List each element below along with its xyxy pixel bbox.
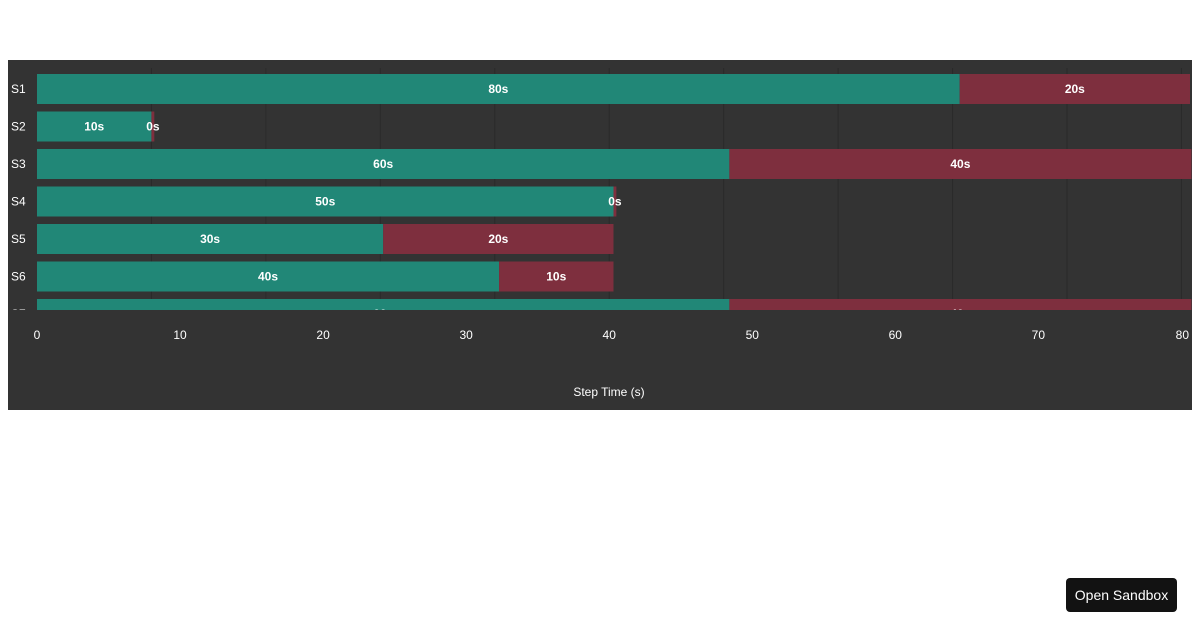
x-tick-label: 50 [746, 328, 760, 342]
step-time-chart: 80s 20s S1 10s 0s S2 60s 40s S3 50s 0s S4 30s 20s S5 40… [11, 68, 1192, 399]
bar-s1-segment-1 [37, 74, 960, 104]
bar-s3-segment-1 [37, 149, 730, 179]
bar-label-s3-segment-2: 40s [950, 157, 970, 171]
category-label-s2: S2 [11, 120, 26, 134]
bar-s7-segment-2 [729, 299, 1192, 310]
x-tick-label: 60 [889, 328, 903, 342]
x-tick-label: 40 [603, 328, 617, 342]
x-axis-title: Step Time (s) [573, 385, 644, 399]
bar-label-s3-segment-1: 60s [373, 157, 393, 171]
plot-area: 80s 20s S1 10s 0s S2 60s 40s S3 50s 0s S4 30s 20s S5 40… [11, 74, 1192, 321]
bar-label-s4-segment-1: 50s [315, 195, 335, 209]
x-tick-label: 70 [1032, 328, 1046, 342]
bar-s2-segment-2 [151, 111, 155, 142]
bar-s1-segment-2 [959, 74, 1190, 104]
bar-s4-segment-2 [613, 186, 617, 217]
bar-label-s4-segment-2: 0s [608, 195, 622, 209]
bar-label-s5-segment-2: 20s [488, 232, 508, 246]
bar-label-s1-segment-2: 20s [1065, 82, 1085, 96]
category-label-s7: S7 [11, 307, 26, 321]
bar-label-s2-segment-2: 0s [146, 120, 160, 134]
category-label-s1: S1 [11, 82, 26, 96]
x-tick-label: 0 [34, 328, 41, 342]
bar-label-s7-segment-2: 40s [950, 307, 970, 321]
x-tick-label: 20 [316, 328, 330, 342]
open-sandbox-button[interactable]: Open Sandbox [1066, 578, 1177, 612]
bar-label-s1-segment-1: 80s [488, 82, 508, 96]
bar-label-s6-segment-1: 40s [258, 270, 278, 284]
x-tick-label: 10 [173, 328, 187, 342]
category-label-s6: S6 [11, 270, 26, 284]
chart-panel: 80s 20s S1 10s 0s S2 60s 40s S3 50s 0s S4 30s 20s S5 40… [8, 60, 1192, 410]
bar-s7-segment-1 [37, 299, 730, 310]
bar-s5-segment-2 [383, 224, 614, 254]
bar-label-s2-segment-1: 10s [84, 120, 104, 134]
bar-s3-segment-2 [729, 149, 1192, 179]
bar-label-s7-segment-1: 60s [373, 307, 393, 321]
category-label-s3: S3 [11, 157, 26, 171]
x-tick-label: 30 [459, 328, 473, 342]
category-label-s5: S5 [11, 232, 26, 246]
x-tick-labels: 0 10 20 30 40 50 60 70 80 [34, 328, 1190, 342]
bar-label-s5-segment-1: 30s [200, 232, 220, 246]
bar-s4-segment-1 [37, 186, 614, 217]
bar-s6-segment-1 [37, 261, 500, 292]
bar-s6-segment-2 [499, 261, 614, 292]
bar-label-s6-segment-2: 10s [546, 270, 566, 284]
x-tick-label: 80 [1176, 328, 1190, 342]
category-label-s4: S4 [11, 195, 26, 209]
bar-s2-segment-1 [37, 111, 152, 142]
bar-s5-segment-1 [37, 224, 384, 254]
